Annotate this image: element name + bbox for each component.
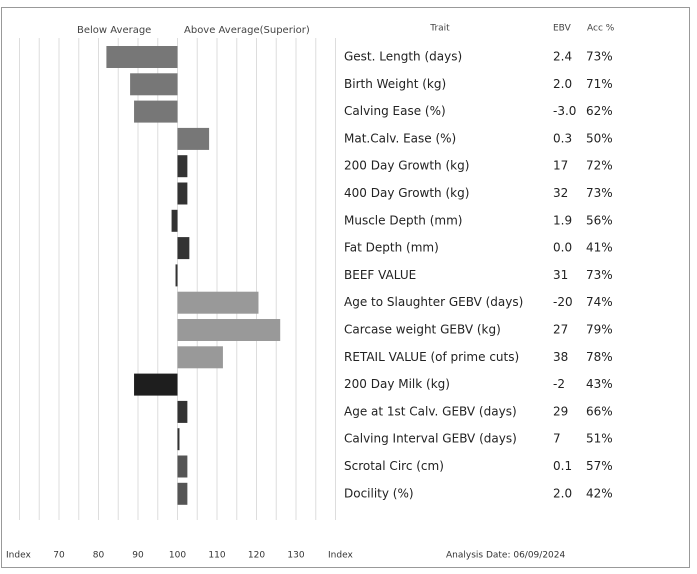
trait-label: Birth Weight (kg): [344, 77, 446, 91]
trait-label: Calving Ease (%): [344, 104, 446, 118]
acc-value: 73%: [586, 268, 613, 282]
frame: [1, 7, 690, 568]
trait-label: Docility (%): [344, 486, 414, 500]
acc-value: 43%: [586, 377, 613, 391]
bar: [106, 46, 178, 68]
trait-label: Scrotal Circ (cm): [344, 459, 444, 473]
x-tick-label: 70: [53, 551, 65, 561]
ebv-value: -2: [553, 377, 565, 391]
trait-label: BEEF VALUE: [344, 268, 416, 282]
bar: [134, 100, 178, 123]
ebv-value: -20: [553, 295, 573, 309]
ebv-value: 31: [553, 268, 568, 282]
trait-label: Age at 1st Calv. GEBV (days): [344, 404, 517, 418]
trait-label: Fat Depth (mm): [344, 241, 439, 255]
trait-label: 400 Day Growth (kg): [344, 186, 469, 200]
trait-label: Muscle Depth (mm): [344, 213, 462, 227]
acc-value: 71%: [586, 77, 613, 91]
trait-label: Gest. Length (days): [344, 50, 462, 64]
bar: [177, 455, 188, 478]
acc-value: 66%: [586, 404, 613, 418]
column-header: Trait: [429, 24, 450, 34]
acc-value: 73%: [586, 186, 613, 200]
bar: [177, 400, 188, 423]
bar: [130, 73, 178, 96]
x-tick-label: 80: [93, 551, 105, 561]
trait-label: Mat.Calv. Ease (%): [344, 131, 456, 145]
x-tick-label: 130: [287, 551, 304, 561]
acc-value: 51%: [586, 432, 613, 446]
x-tick-label: 120: [248, 551, 265, 561]
ebv-value: 27: [553, 323, 568, 337]
ebv-value: 32: [553, 186, 568, 200]
ebv-value: 1.9: [553, 213, 572, 227]
acc-value: 79%: [586, 323, 613, 337]
ebv-value: 17: [553, 159, 568, 173]
trait-label: Age to Slaughter GEBV (days): [344, 295, 523, 309]
x-tick-label: 90: [132, 551, 144, 561]
x-tick-label: 100: [169, 551, 186, 561]
ebv-value: 0.3: [553, 131, 572, 145]
header-left: Below Average: [77, 25, 151, 36]
trait-label: 200 Day Milk (kg): [344, 377, 450, 391]
ebv-value: 2.4: [553, 50, 572, 64]
acc-value: 50%: [586, 131, 613, 145]
bar: [177, 155, 188, 178]
bar: [177, 127, 210, 150]
acc-value: 56%: [586, 213, 613, 227]
ebv-value: 0.0: [553, 241, 572, 255]
ebv-value: -3.0: [553, 104, 576, 118]
bar: [171, 209, 178, 232]
header-right: Above Average(Superior): [184, 25, 310, 36]
bar: [177, 482, 188, 505]
bar: [177, 346, 223, 369]
acc-value: 74%: [586, 295, 613, 309]
trait-label: RETAIL VALUE (of prime cuts): [344, 350, 519, 364]
bar: [177, 319, 281, 341]
ebv-value: 29: [553, 404, 568, 418]
trait-label: Carcase weight GEBV (kg): [344, 323, 501, 337]
ebv-value: 2.0: [553, 77, 572, 91]
acc-value: 41%: [586, 241, 613, 255]
acc-value: 73%: [586, 50, 613, 64]
axis-label: Index: [328, 551, 353, 561]
analysis-date: Analysis Date: 06/09/2024: [446, 551, 565, 561]
acc-value: 57%: [586, 459, 613, 473]
acc-value: 62%: [586, 104, 613, 118]
acc-value: 78%: [586, 350, 613, 364]
trait-label: Calving Interval GEBV (days): [344, 432, 517, 446]
trait-label: 200 Day Growth (kg): [344, 159, 469, 173]
bar: [177, 428, 180, 451]
bar: [177, 291, 259, 314]
column-header: Acc %: [587, 24, 615, 34]
bar: [177, 182, 188, 205]
bar: [177, 237, 190, 260]
ebv-value: 38: [553, 350, 568, 364]
ebv-value: 2.0: [553, 486, 572, 500]
acc-value: 42%: [586, 486, 613, 500]
axis-label: Index: [6, 551, 31, 561]
column-header: EBV: [553, 24, 572, 34]
x-tick-label: 110: [208, 551, 225, 561]
ebv-value: 0.1: [553, 459, 572, 473]
ebv-value: 7: [553, 432, 561, 446]
acc-value: 72%: [586, 159, 613, 173]
bar: [175, 264, 178, 287]
bar: [134, 373, 178, 396]
